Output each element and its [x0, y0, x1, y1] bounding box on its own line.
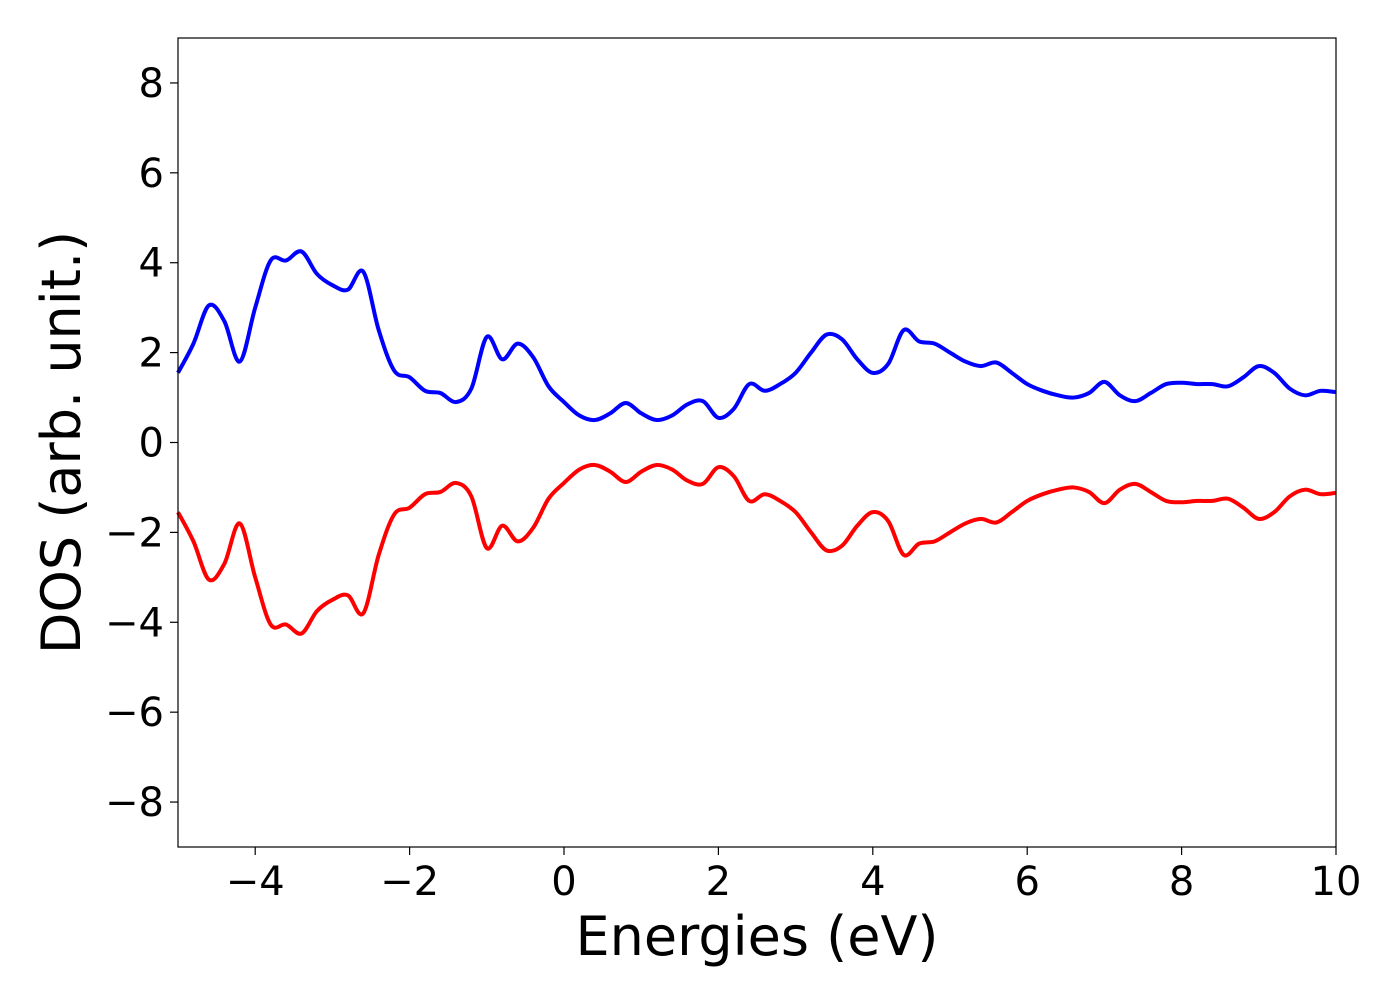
- x-tick-label: −2: [380, 859, 439, 905]
- y-tick-label: 4: [139, 241, 164, 287]
- y-tick-label: 2: [139, 331, 164, 377]
- y-tick-label: 0: [139, 421, 164, 467]
- series-line-1: [176, 249, 1337, 423]
- y-tick-label: −8: [105, 780, 164, 826]
- series-line-2: [176, 462, 1337, 636]
- y-tick-label: −4: [105, 600, 164, 646]
- y-axis-ticks: −8 −6 −4 −2 0 2 4 6 8: [105, 61, 178, 826]
- y-tick-label: 6: [139, 151, 164, 197]
- x-tick-label: 6: [1014, 859, 1039, 905]
- y-tick-label: 8: [139, 61, 164, 107]
- x-tick-label: 4: [860, 859, 885, 905]
- x-tick-label: 0: [551, 859, 576, 905]
- y-tick-label: −6: [105, 690, 164, 736]
- x-tick-label: 2: [706, 859, 731, 905]
- x-axis-ticks: −4 −2 0 2 4 6 8 10: [226, 847, 1362, 905]
- x-tick-label: 8: [1169, 859, 1194, 905]
- x-axis-title: Energies (eV): [576, 905, 939, 968]
- y-tick-label: −2: [105, 510, 164, 556]
- y-axis-title: DOS (arb. unit.): [30, 231, 93, 654]
- x-tick-label: −4: [226, 859, 285, 905]
- series-layer: [176, 249, 1337, 636]
- x-tick-label: 10: [1311, 859, 1362, 905]
